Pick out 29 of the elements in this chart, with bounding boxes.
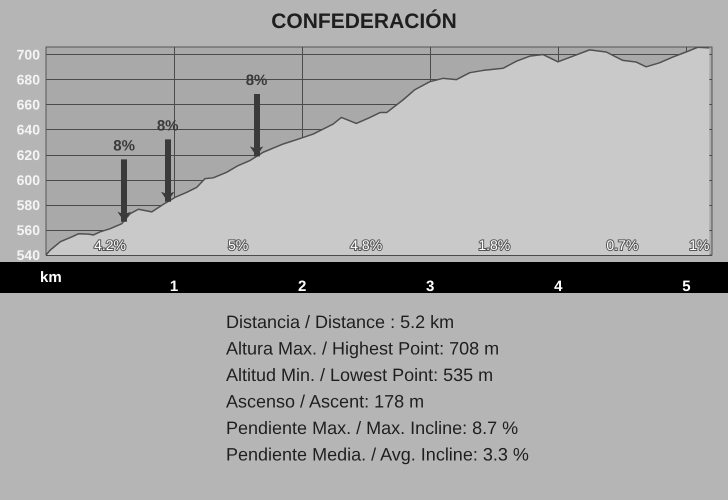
annotation: 8% [113, 137, 135, 154]
text: Altura Max. / Highest Point: 708 m [226, 338, 500, 358]
annotation: 1% [689, 237, 710, 253]
y-tick-label: 620 [16, 146, 40, 163]
text: Ascenso / Ascent: 178 m [226, 392, 424, 412]
annotation: 5% [228, 237, 248, 253]
x-axis-title: km [40, 269, 62, 286]
x-tick-label: 3 [426, 278, 434, 295]
chart-title: CONFEDERACIÓN [271, 9, 457, 33]
text: Pendiente Max. / Max. Incline: 8.7 % [226, 418, 518, 438]
x-tick-label: 5 [682, 278, 691, 295]
y-tick-label: 700 [16, 46, 40, 63]
x-tick-label: 1 [170, 278, 178, 295]
y-tick-label: 560 [16, 222, 40, 238]
y-tick-label: 540 [16, 247, 40, 263]
y-tick-label: 660 [16, 96, 40, 113]
annotation: 1.8% [478, 237, 510, 253]
y-tick-label: 580 [16, 196, 40, 213]
x-tick-label: 2 [298, 278, 306, 295]
text: Distancia / Distance : 5.2 km [226, 312, 454, 332]
text: Altitud Min. / Lowest Point: 535 m [226, 365, 494, 385]
y-tick-label: 680 [16, 72, 40, 88]
annotation: 0.7% [606, 237, 638, 253]
text: Pendiente Media. / Avg. Incline: 3.3 % [226, 444, 529, 464]
y-tick-label: 640 [16, 122, 40, 138]
x-tick-label: 4 [554, 278, 564, 295]
annotation: 4.2% [94, 237, 126, 253]
y-tick-label: 600 [16, 172, 40, 188]
annotation: 4.8% [350, 237, 382, 253]
